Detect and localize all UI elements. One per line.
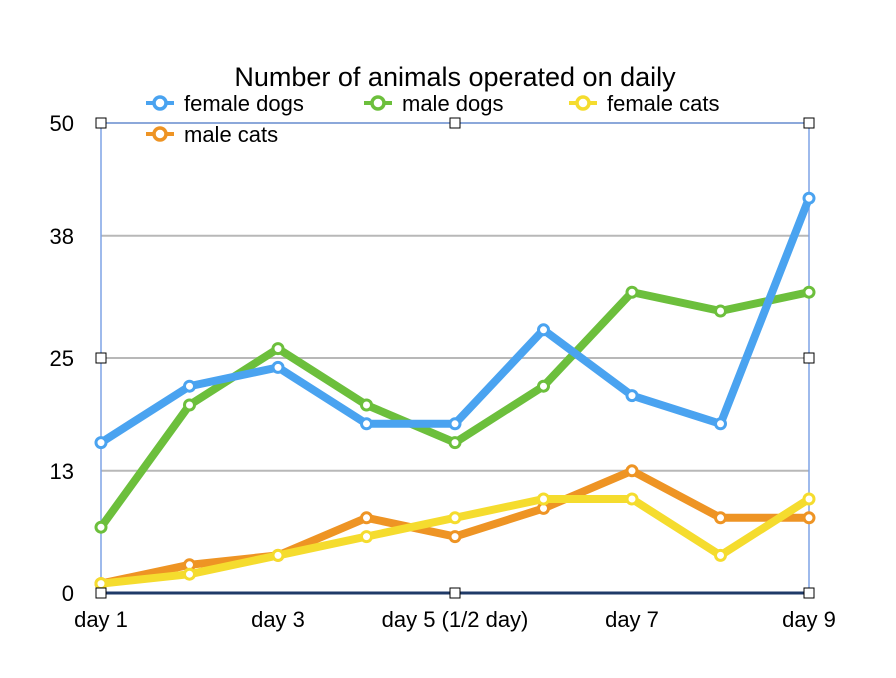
legend-item: male cats (146, 122, 278, 147)
data-point (625, 285, 639, 299)
legend: female dogs male dogs female cats male cats (146, 91, 720, 147)
data-point (714, 548, 727, 562)
resize-handle[interactable] (803, 587, 815, 599)
resize-handle[interactable] (95, 352, 107, 364)
data-point (360, 398, 373, 412)
data-point (625, 389, 639, 403)
legend-swatch-marker (370, 95, 386, 111)
data-point (448, 511, 462, 525)
data-point (360, 417, 373, 431)
legend-label: male cats (184, 122, 278, 147)
data-point (271, 342, 285, 356)
x-tick-label: day 9 (782, 607, 836, 632)
data-point (802, 191, 816, 205)
y-tick-label: 25 (50, 346, 74, 371)
legend-item: female cats (569, 91, 720, 116)
series-line (97, 288, 813, 532)
x-tick-label: day 5 (1/2 day) (382, 607, 529, 632)
y-tick-label: 38 (50, 224, 74, 249)
legend-label: male dogs (402, 91, 504, 116)
legend-swatch-marker (152, 95, 168, 111)
x-tick-label: day 7 (605, 607, 659, 632)
data-point (360, 530, 373, 544)
resize-handle[interactable] (803, 352, 815, 364)
data-point (714, 417, 727, 431)
data-point (537, 379, 550, 393)
resize-handle[interactable] (95, 587, 107, 599)
legend-item: female dogs (146, 91, 304, 116)
data-point (448, 417, 462, 431)
series-lines (94, 191, 816, 591)
series-female-cats (94, 492, 816, 591)
data-point (448, 530, 462, 544)
resize-handle[interactable] (95, 117, 107, 129)
y-tick-label: 50 (50, 111, 74, 136)
data-point (448, 436, 462, 450)
data-point (802, 511, 816, 525)
x-axis-ticks: day 1 day 3 day 5 (1/2 day) day 7 day 9 (74, 607, 836, 632)
data-point (94, 520, 108, 534)
data-point (183, 398, 196, 412)
data-point (271, 360, 285, 374)
legend-item: male dogs (364, 91, 504, 116)
data-point (625, 492, 639, 506)
data-point (94, 436, 108, 450)
data-point (714, 511, 727, 525)
resize-handle[interactable] (803, 117, 815, 129)
resize-handle[interactable] (449, 587, 461, 599)
y-tick-label: 13 (50, 459, 74, 484)
x-tick-label: day 3 (251, 607, 305, 632)
legend-swatch-marker (575, 95, 591, 111)
data-point (802, 285, 816, 299)
data-point (183, 379, 196, 393)
data-point (714, 304, 727, 318)
resize-handle[interactable] (449, 117, 461, 129)
legend-swatch-marker (152, 126, 168, 142)
y-tick-label: 0 (62, 581, 74, 606)
selection-handles[interactable] (95, 117, 815, 599)
data-point (537, 492, 550, 506)
y-axis-ticks: 0 13 25 38 50 (50, 111, 74, 606)
data-point (625, 464, 639, 478)
series-male-dogs (94, 285, 816, 534)
legend-label: female dogs (184, 91, 304, 116)
data-point (94, 577, 108, 591)
data-point (537, 323, 550, 337)
data-point (360, 511, 373, 525)
x-tick-label: day 1 (74, 607, 128, 632)
chart-title: Number of animals operated on daily (234, 62, 676, 92)
data-point (183, 567, 196, 581)
series-female-dogs (94, 191, 816, 450)
data-point (802, 492, 816, 506)
data-point (271, 548, 285, 562)
legend-label: female cats (607, 91, 720, 116)
